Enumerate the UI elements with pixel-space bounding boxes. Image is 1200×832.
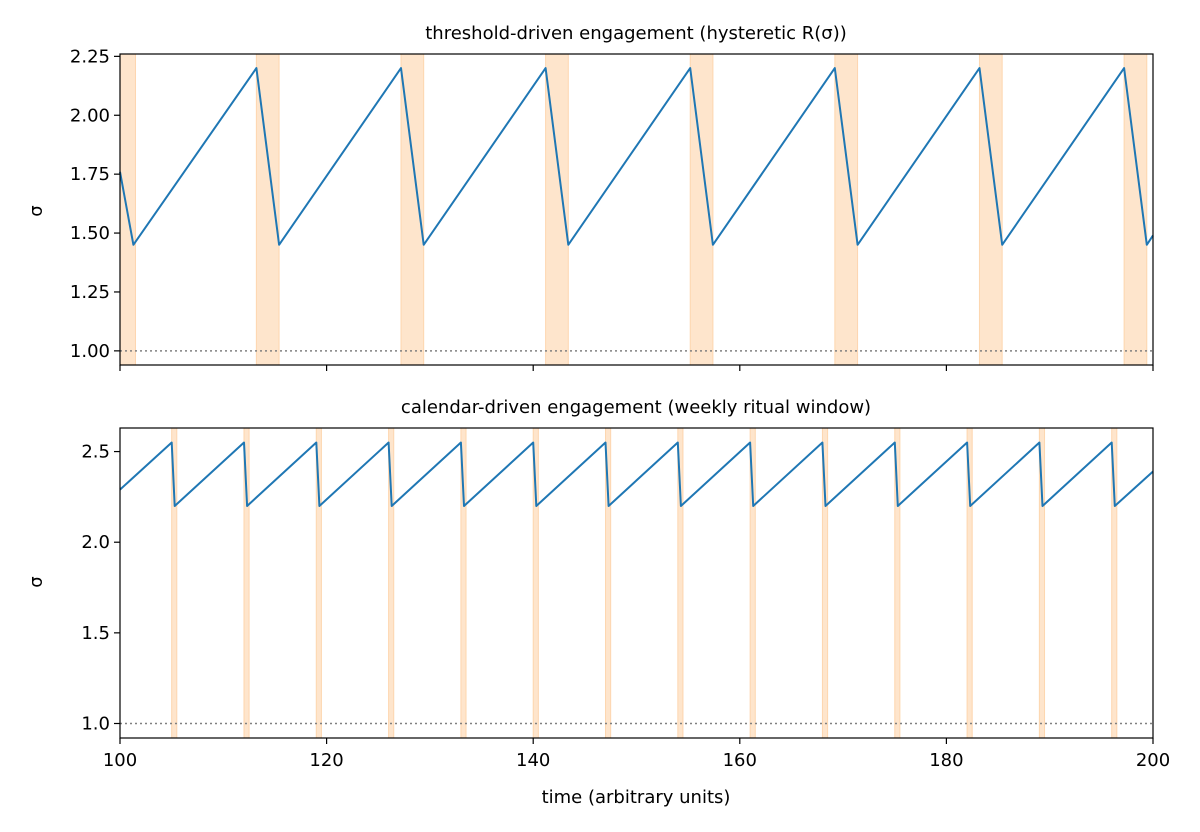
axes-frame [119, 53, 1154, 366]
y-tick-label: 2.5 [81, 442, 110, 463]
x-tick-label: 120 [309, 750, 343, 771]
series-line [119, 67, 1154, 246]
x-tick-label: 180 [929, 750, 963, 771]
x-tick-label: 100 [103, 750, 137, 771]
y-tick-label: 1.25 [70, 282, 110, 303]
plot-area: 1.0 1.5 2.0 2.5 100 120 140 160 180 200 [81, 427, 1170, 771]
bottom-chart-xlabel: time (arbitrary units) [542, 787, 731, 808]
y-tick-label: 2.00 [70, 105, 110, 126]
series-line [119, 441, 1154, 507]
y-tick-label: 2.25 [70, 46, 110, 67]
x-tick-label: 140 [516, 750, 550, 771]
top-chart-title: threshold-driven engagement (hysteretic … [425, 23, 847, 44]
top-chart-ylabel: σ [26, 205, 47, 216]
bottom-chart-title: calendar-driven engagement (weekly ritua… [401, 397, 871, 418]
plot-area: 1.00 1.25 1.50 1.75 2.00 2.25 [70, 46, 1154, 371]
y-tick-label: 1.75 [70, 164, 110, 185]
axes-frame [119, 427, 1154, 739]
y-tick-label: 2.0 [81, 532, 110, 553]
top-chart-panel: 1.00 1.25 1.50 1.75 2.00 2.25 threshold-drive… [26, 23, 1154, 371]
bottom-chart-panel: 1.0 1.5 2.0 2.5 100 120 140 160 180 200 calendar-… [26, 397, 1170, 808]
bottom-chart-ylabel: σ [26, 576, 47, 587]
x-tick-label: 160 [723, 750, 757, 771]
y-tick-label: 1.0 [81, 713, 110, 734]
y-tick-label: 1.00 [70, 341, 110, 362]
y-tick-label: 1.50 [70, 223, 110, 244]
x-tick-label: 200 [1136, 750, 1170, 771]
y-tick-label: 1.5 [81, 623, 110, 644]
